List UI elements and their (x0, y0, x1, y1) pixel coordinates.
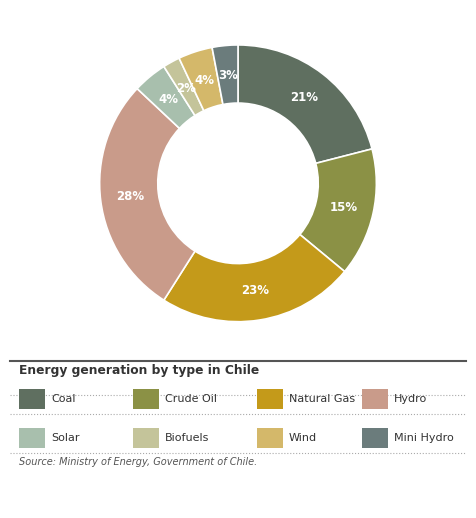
Text: Energy generation by type in Chile: Energy generation by type in Chile (19, 364, 259, 377)
Text: Mini Hydro: Mini Hydro (394, 433, 454, 443)
Text: 3%: 3% (218, 69, 238, 82)
Text: Coal: Coal (51, 394, 75, 404)
Text: 4%: 4% (194, 74, 214, 87)
Text: Natural Gas: Natural Gas (289, 394, 355, 404)
Wedge shape (99, 89, 195, 300)
Text: 23%: 23% (241, 284, 269, 297)
Wedge shape (164, 58, 204, 116)
Text: Crude Oil: Crude Oil (165, 394, 217, 404)
Wedge shape (137, 66, 195, 128)
Text: Source: Ministry of Energy, Government of Chile.: Source: Ministry of Energy, Government o… (19, 457, 258, 467)
Text: 15%: 15% (330, 200, 358, 213)
Text: Biofuels: Biofuels (165, 433, 209, 443)
Wedge shape (238, 45, 372, 163)
Wedge shape (300, 149, 377, 271)
Wedge shape (212, 45, 238, 105)
Wedge shape (164, 235, 345, 322)
Text: 2%: 2% (176, 82, 196, 95)
Text: Solar: Solar (51, 433, 79, 443)
Text: Wind: Wind (289, 433, 317, 443)
Text: 28%: 28% (116, 191, 144, 204)
Wedge shape (179, 48, 223, 111)
Text: 21%: 21% (290, 91, 318, 104)
Text: Hydro: Hydro (394, 394, 427, 404)
Text: 4%: 4% (159, 93, 179, 106)
